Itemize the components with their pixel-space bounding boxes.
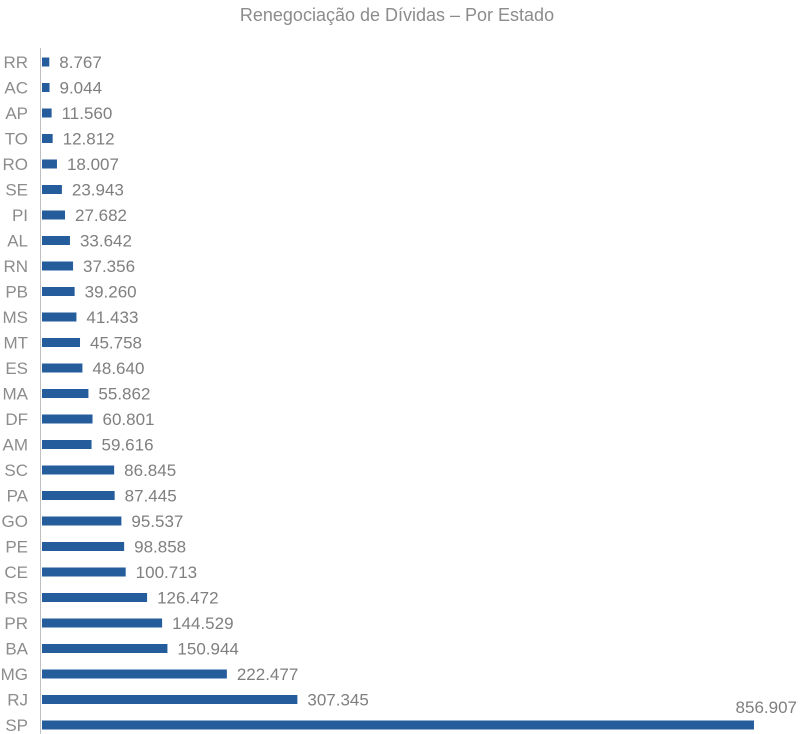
bar: [42, 695, 298, 704]
value-label: 126.472: [157, 589, 218, 608]
category-label: PR: [4, 614, 28, 633]
value-label: 100.713: [136, 563, 197, 582]
bar: [42, 720, 754, 730]
value-label: 144.529: [172, 614, 233, 633]
value-label: 856.907: [736, 698, 797, 717]
value-label: 307.345: [307, 691, 368, 710]
value-label: 95.537: [131, 512, 183, 531]
bar: [42, 491, 115, 500]
bar: [42, 159, 57, 169]
category-label: SC: [4, 461, 28, 480]
bar: [42, 108, 52, 118]
bar: [42, 185, 62, 194]
category-label: AM: [3, 436, 29, 455]
value-label: 98.858: [134, 538, 186, 557]
value-label: 27.682: [75, 206, 127, 225]
value-label: 41.433: [86, 308, 138, 327]
category-label: RJ: [7, 691, 28, 710]
value-label: 8.767: [59, 53, 102, 72]
bar: [42, 440, 92, 449]
value-label: 23.943: [72, 181, 124, 200]
bar: [42, 593, 148, 602]
value-label: 39.260: [85, 283, 137, 302]
category-label: PB: [5, 283, 28, 302]
value-label: 37.356: [83, 257, 135, 276]
value-label: 45.758: [90, 334, 142, 353]
value-label: 9.044: [60, 79, 103, 98]
bar: [42, 83, 50, 92]
chart-title: Renegociação de Dívidas – Por Estado: [240, 5, 554, 25]
category-label: MS: [3, 308, 29, 327]
value-label: 86.845: [124, 461, 176, 480]
bar: [42, 618, 163, 628]
value-label: 87.445: [125, 487, 177, 506]
value-label: 33.642: [80, 232, 132, 251]
bar: [42, 363, 83, 373]
category-label: PE: [5, 538, 28, 557]
category-label: DF: [5, 410, 28, 429]
value-label: 48.640: [92, 359, 144, 378]
value-label: 55.862: [98, 385, 150, 404]
bar: [42, 389, 89, 398]
value-label: 150.944: [177, 640, 238, 659]
bar: [42, 261, 74, 271]
bar: [42, 312, 77, 322]
category-label: PI: [12, 206, 28, 225]
category-label: CE: [4, 563, 28, 582]
value-label: 222.477: [237, 665, 298, 684]
category-label: RO: [3, 155, 29, 174]
category-label: SE: [5, 181, 28, 200]
category-label: GO: [2, 512, 28, 531]
category-label: RR: [3, 53, 28, 72]
bar: [42, 465, 115, 475]
category-label: BA: [5, 640, 28, 659]
category-label: RS: [4, 589, 28, 608]
value-label: 18.007: [67, 155, 119, 174]
category-label: TO: [5, 130, 28, 149]
category-label: MA: [3, 385, 29, 404]
bar: [42, 516, 122, 526]
category-label: RN: [3, 257, 28, 276]
bar: [42, 134, 53, 143]
value-label: 60.801: [103, 410, 155, 429]
bars-group: RR 8.767 AC 9.044 AP 11.560 TO 12.812 RO 18.007 SE…: [1, 53, 797, 734]
bar: [42, 567, 126, 577]
bar: [42, 414, 93, 424]
bar: [42, 210, 66, 220]
bar: [42, 338, 81, 347]
bar: [42, 669, 227, 679]
value-label: 59.616: [102, 436, 154, 455]
category-label: ES: [5, 359, 28, 378]
bar: [42, 542, 125, 551]
bar: [42, 57, 50, 67]
category-label: MT: [3, 334, 28, 353]
category-label: SP: [5, 716, 28, 734]
category-label: MG: [1, 665, 28, 684]
category-label: AL: [7, 232, 28, 251]
bar: [42, 287, 75, 296]
bar: [42, 644, 168, 653]
category-label: AC: [4, 79, 28, 98]
value-label: 11.560: [62, 104, 113, 123]
category-label: AP: [5, 104, 28, 123]
category-label: PA: [7, 487, 29, 506]
bar: [42, 236, 70, 245]
value-label: 12.812: [63, 130, 115, 149]
